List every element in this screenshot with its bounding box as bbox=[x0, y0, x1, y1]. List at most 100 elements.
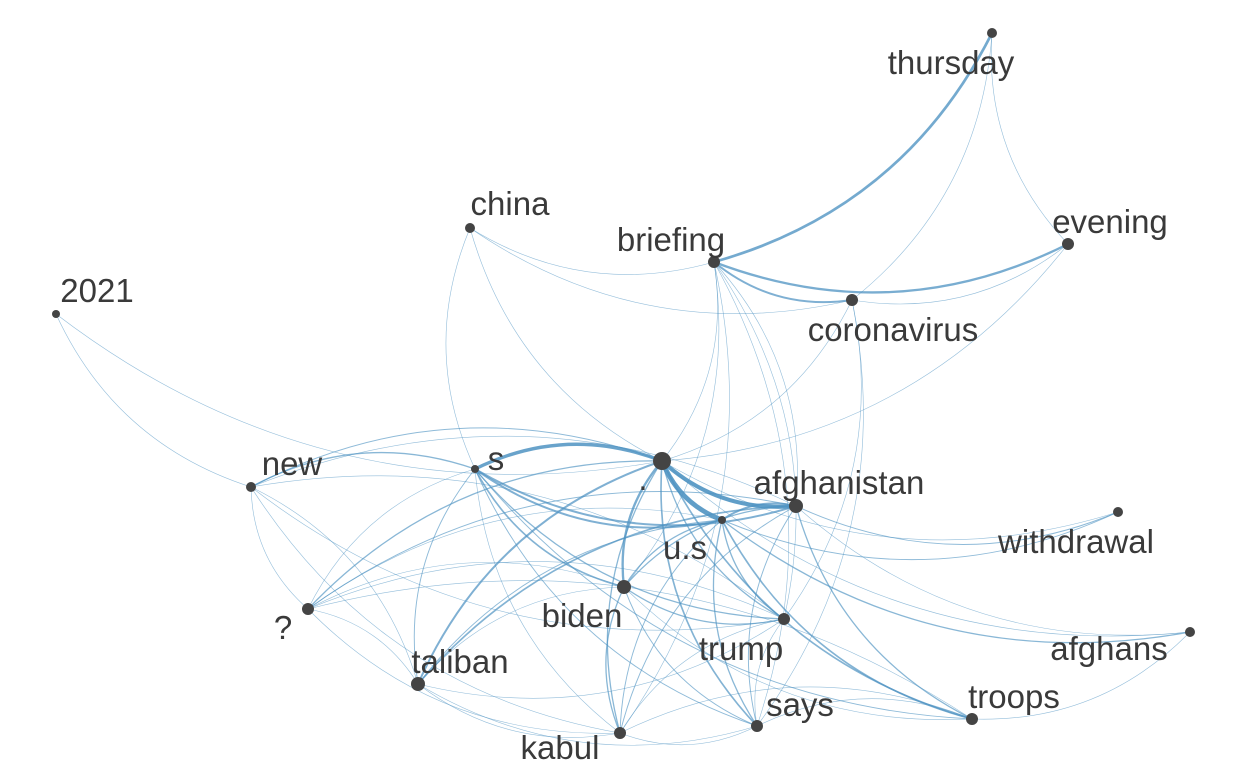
edge-says-coronavirus bbox=[756, 299, 864, 727]
edge-us-says bbox=[712, 519, 758, 727]
node-label-us: u.s bbox=[663, 529, 707, 566]
edge-s-taliban bbox=[413, 468, 476, 685]
edge-kabul-briefing bbox=[619, 261, 730, 734]
edge-us-taliban bbox=[417, 519, 723, 685]
edge-biden-troops bbox=[623, 586, 973, 720]
node-coronavirus bbox=[846, 294, 858, 306]
node-afghanistan bbox=[789, 499, 803, 513]
node-briefing bbox=[708, 256, 720, 268]
node-label-troops: troops bbox=[968, 678, 1060, 715]
edge-s-us bbox=[474, 468, 723, 529]
node-us bbox=[718, 516, 726, 524]
edge-2021-dot bbox=[55, 313, 663, 475]
edge-taliban-says bbox=[417, 683, 758, 746]
edge-taliban-trump bbox=[417, 618, 785, 699]
edge-trump-new bbox=[250, 475, 785, 620]
node-label-kabul: kabul bbox=[521, 729, 600, 766]
node-label-coronavirus: coronavirus bbox=[808, 311, 979, 348]
edge-coronavirus-evening bbox=[851, 243, 1069, 305]
edge-afghanistan-troops bbox=[795, 505, 973, 720]
edge-dot-withdrawal bbox=[661, 460, 1119, 541]
edge-china-coronavirus bbox=[469, 227, 853, 315]
node-layer bbox=[52, 28, 1195, 739]
edge-troops-kabul bbox=[619, 686, 973, 734]
node-label-briefing: briefing bbox=[617, 221, 725, 258]
node-label-thursday: thursday bbox=[888, 44, 1015, 81]
node-label-china: china bbox=[471, 185, 551, 222]
edge-2021-new bbox=[55, 313, 252, 488]
node-label-dot: . bbox=[638, 460, 647, 497]
edge-dot-coronavirus bbox=[661, 299, 853, 462]
node-2021 bbox=[52, 310, 60, 318]
node-label-s: s bbox=[488, 440, 505, 477]
node-label-evening: evening bbox=[1052, 203, 1168, 240]
edge-china-dot bbox=[469, 227, 663, 462]
edge-dot-afghans bbox=[661, 460, 1191, 637]
edge-taliban-question bbox=[307, 608, 419, 685]
edge-dot-trump bbox=[661, 460, 785, 620]
edge-new-trump bbox=[250, 486, 785, 631]
edge-troops-question bbox=[307, 580, 973, 720]
edge-s-afghanistan bbox=[474, 468, 797, 527]
edge-us-troops bbox=[721, 519, 973, 720]
node-dot bbox=[653, 452, 671, 470]
edge-biden-kabul bbox=[605, 586, 625, 734]
edge-afghanistan-withdrawal bbox=[795, 505, 1119, 545]
edge-taliban-new bbox=[250, 486, 419, 685]
edge-afghanistan-kabul bbox=[619, 505, 797, 734]
edge-trump-briefing bbox=[713, 261, 797, 620]
edge-layer bbox=[55, 31, 1191, 746]
edge-afghanistan-question bbox=[307, 491, 797, 610]
edge-afghanistan-new bbox=[250, 435, 797, 507]
edge-biden-says bbox=[623, 586, 758, 727]
node-label-says: says bbox=[766, 686, 834, 723]
edge-biden-taliban bbox=[417, 586, 625, 685]
node-thursday bbox=[987, 28, 997, 38]
node-kabul bbox=[614, 727, 626, 739]
edge-biden-question bbox=[307, 562, 625, 610]
node-label-question: ? bbox=[274, 609, 292, 646]
node-label-taliban: taliban bbox=[411, 643, 508, 680]
node-withdrawal bbox=[1113, 507, 1123, 517]
edge-dot-taliban bbox=[417, 460, 663, 685]
edge-briefing-evening bbox=[712, 242, 1070, 294]
edge-trump-question bbox=[307, 561, 785, 620]
edge-dot-question bbox=[307, 460, 663, 610]
node-taliban bbox=[411, 677, 425, 691]
edge-china-briefing bbox=[469, 227, 715, 275]
node-label-2021: 2021 bbox=[60, 272, 133, 309]
edge-s-kabul bbox=[474, 468, 621, 734]
edge-s-question bbox=[307, 468, 476, 610]
edge-says-briefing bbox=[713, 261, 790, 727]
node-label-trump: trump bbox=[699, 630, 783, 667]
node-says bbox=[751, 720, 763, 732]
edge-us-question bbox=[307, 507, 723, 610]
edge-us-afghans bbox=[721, 519, 1191, 644]
label-layer: thursday china briefing evening 2021 coronavi… bbox=[60, 44, 1168, 766]
edge-s-says bbox=[474, 468, 758, 727]
edge-troops-afghans bbox=[971, 631, 1191, 720]
edge-s-trump bbox=[474, 468, 785, 620]
edge-dot-kabul bbox=[606, 460, 663, 734]
edge-s-troops bbox=[474, 468, 973, 720]
node-new bbox=[246, 482, 256, 492]
node-label-afghans: afghans bbox=[1050, 630, 1167, 667]
edge-dot-biden bbox=[621, 459, 664, 589]
edge-new-kabul bbox=[250, 486, 621, 734]
edge-trump-says bbox=[754, 618, 785, 727]
edge-briefing-thursday bbox=[712, 31, 994, 264]
edge-s-biden bbox=[474, 468, 625, 588]
node-label-biden: biden bbox=[542, 597, 623, 634]
edge-briefing-coronavirus bbox=[713, 261, 853, 304]
edge-dot-new bbox=[250, 427, 663, 488]
node-evening bbox=[1062, 238, 1074, 250]
node-trump bbox=[778, 613, 790, 625]
node-troops bbox=[966, 713, 978, 725]
edge-afghanistan-says bbox=[747, 505, 797, 727]
edge-thursday-evening bbox=[991, 32, 1069, 245]
edge-dot-evening bbox=[661, 243, 1069, 462]
edge-china-s bbox=[445, 227, 476, 470]
edge-kabul-says bbox=[619, 725, 758, 746]
node-question bbox=[302, 603, 314, 615]
